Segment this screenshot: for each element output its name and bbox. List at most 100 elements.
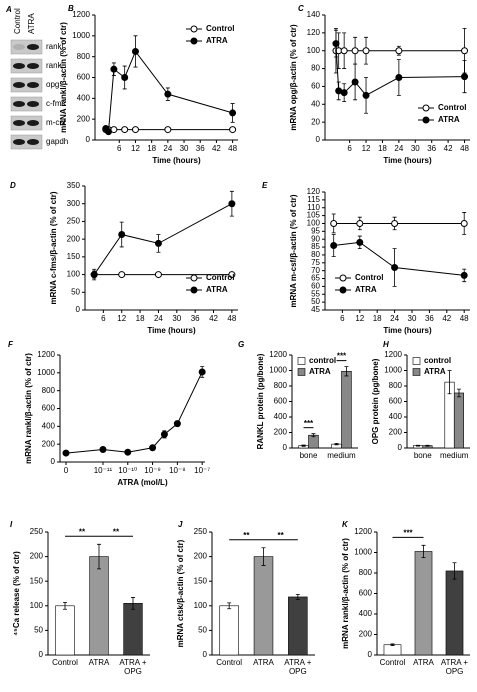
y-tick-label: 45 <box>311 305 320 314</box>
band-label: rank <box>46 61 63 70</box>
y-tick-label: 50 <box>71 287 80 296</box>
legend-swatch <box>412 368 421 376</box>
y-tick-label: 400 <box>359 609 373 618</box>
data-point <box>121 126 129 134</box>
legend-swatch <box>412 357 421 365</box>
significance-label: *** <box>337 352 347 361</box>
legend-label: Control <box>438 103 466 112</box>
x-tick-label: 36 <box>196 144 205 153</box>
data-point <box>391 264 399 272</box>
legend-label: Control <box>355 273 383 282</box>
x-tick-label: 48 <box>460 144 469 153</box>
data-point <box>99 446 107 454</box>
y-tick-label: 150 <box>67 252 81 261</box>
y-tick-label: 100 <box>307 219 321 228</box>
x-tick-label: 36 <box>427 144 436 153</box>
gel-lane-box <box>10 96 43 112</box>
y-tick-label: 100 <box>67 270 81 279</box>
y-tick-label: 200 <box>30 552 44 561</box>
panel-letter: A <box>5 5 12 14</box>
x-tick-label: 36 <box>425 314 434 323</box>
category-label-box: Control <box>379 658 406 667</box>
data-point <box>356 219 364 227</box>
y-tick-label: 250 <box>67 217 81 226</box>
data-point <box>461 73 469 81</box>
legend-marker <box>190 25 198 33</box>
y-tick-label: 250 <box>30 527 44 536</box>
panel-letter: H <box>383 340 389 349</box>
error-bar <box>334 442 339 446</box>
x-tick-label: 30 <box>408 314 417 323</box>
gel-band <box>13 63 25 69</box>
y-tick-label: 140 <box>307 10 321 19</box>
y-tick-label: 200 <box>194 552 208 561</box>
error-bar <box>97 543 101 570</box>
y-tick-label: 300 <box>67 199 81 208</box>
y-tick-label: 0 <box>203 650 208 659</box>
gel-band <box>27 120 39 126</box>
data-point <box>395 74 403 81</box>
x-tick-label: 42 <box>444 144 453 153</box>
bar <box>288 596 308 656</box>
legend-label: ATRA <box>206 285 228 294</box>
y-tick-label: 1200 <box>384 350 402 359</box>
category-label-box: medium <box>327 451 355 460</box>
error-bar <box>261 547 266 566</box>
significance-label: *** <box>304 419 314 428</box>
error-bar <box>311 433 316 438</box>
y-tick-label: 65 <box>311 274 320 283</box>
panel-letter: K <box>342 520 349 529</box>
gel-lane-box <box>10 58 43 74</box>
gel-band <box>13 139 25 145</box>
legend-label: control <box>424 356 451 365</box>
x-tick-label: 6 <box>101 314 106 323</box>
y-tick-label: 800 <box>359 568 373 577</box>
y-axis-title: mRNA rankl/β-actin (% of ctr) <box>341 538 350 649</box>
y-tick-label: 100 <box>30 601 44 610</box>
y-tick-label: 60 <box>311 282 320 291</box>
significance-label: ** <box>113 527 120 536</box>
y-tick-label: 150 <box>30 576 44 585</box>
x-tick-label: 12 <box>117 314 126 323</box>
y-tick-label: 80 <box>311 64 320 73</box>
y-axis-title: mRNA c-fms/β-actin (% of ctr) <box>49 191 58 304</box>
gel-lane-box <box>10 77 43 93</box>
y-tick-label: 400 <box>274 412 288 421</box>
y-axis-title: RANKL protein (pg/bone) <box>256 353 265 449</box>
x-tick-label: 10⁻⁸ <box>169 466 186 475</box>
y-tick-label: 0 <box>51 457 56 466</box>
error-bar <box>227 602 232 610</box>
band-label: opg <box>46 80 59 89</box>
y-tick-label: 70 <box>311 266 320 275</box>
y-tick-label: 600 <box>274 397 288 406</box>
y-tick-label: 200 <box>77 114 91 123</box>
x-tick-label: 6 <box>340 314 345 323</box>
category-label-box: ATRA + OPG <box>284 658 312 676</box>
significance-label: ** <box>79 527 86 536</box>
x-tick-label: ATRA + OPG <box>284 658 312 676</box>
band-label: c-fms <box>46 99 66 108</box>
band-label: rankl <box>46 42 64 51</box>
x-tick-label: 10⁻⁹ <box>144 466 161 475</box>
y-tick-label: 115 <box>307 195 320 204</box>
y-tick-label: 50 <box>311 297 320 306</box>
x-tick-label: 6 <box>347 144 352 153</box>
x-tick-label: ATRA + OPG <box>119 658 147 676</box>
x-axis-title: Time (hours) <box>383 326 432 335</box>
x-tick-label: Control <box>379 658 406 667</box>
bar <box>89 556 109 656</box>
lane-label: Control <box>13 8 22 34</box>
data-point <box>362 47 370 55</box>
data-point <box>198 368 206 376</box>
data-point <box>330 241 338 249</box>
panel-letter: J <box>178 520 183 529</box>
data-point <box>340 89 348 97</box>
y-tick-label: 75 <box>311 258 320 267</box>
x-tick-label: 24 <box>154 314 163 323</box>
data-point <box>118 231 126 239</box>
y-tick-label: 1200 <box>72 10 90 19</box>
y-tick-label: 800 <box>389 381 403 390</box>
data-point <box>460 219 468 227</box>
y-tick-label: 0 <box>368 650 373 659</box>
y-tick-label: 200 <box>67 234 81 243</box>
